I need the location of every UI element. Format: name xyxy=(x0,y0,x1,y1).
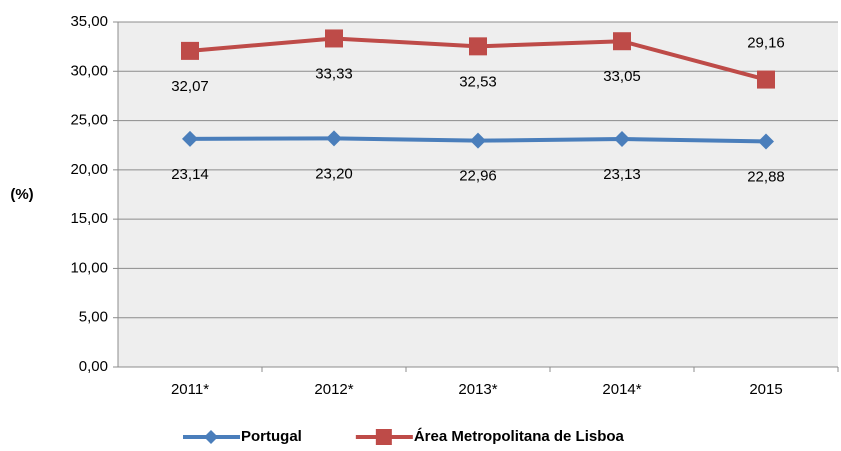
y-tick-label: 5,00 xyxy=(79,309,108,326)
data-label: 22,96 xyxy=(459,168,497,185)
data-label: 23,13 xyxy=(603,166,641,183)
x-tick-label: 2011* xyxy=(171,381,209,398)
data-point xyxy=(470,132,486,149)
y-tick-label: 35,00 xyxy=(70,13,108,30)
data-point xyxy=(181,41,199,60)
data-label: 22,88 xyxy=(747,168,785,185)
legend-marker xyxy=(204,430,218,444)
data-point xyxy=(613,32,631,51)
legend-marker xyxy=(375,429,392,445)
data-point xyxy=(614,131,630,148)
y-tick-label: 30,00 xyxy=(70,62,108,79)
x-tick-label: 2014* xyxy=(602,381,641,398)
data-label: 23,20 xyxy=(315,165,353,182)
data-label: 32,53 xyxy=(459,73,497,90)
y-tick-label: 25,00 xyxy=(70,112,108,129)
data-label: 29,16 xyxy=(747,35,785,52)
data-point xyxy=(182,130,198,147)
data-point xyxy=(326,130,342,147)
y-tick-label: 0,00 xyxy=(79,358,108,375)
x-tick-label: 2012* xyxy=(314,381,353,398)
plot-area xyxy=(118,22,838,367)
data-label: 33,33 xyxy=(315,65,353,82)
data-label: 33,05 xyxy=(603,68,641,85)
data-point xyxy=(758,133,774,150)
data-point xyxy=(757,70,775,89)
y-tick-label: 20,00 xyxy=(70,161,108,178)
y-axis-label: (%) xyxy=(10,186,33,203)
legend-label: Portugal xyxy=(241,428,302,445)
x-tick-label: 2013* xyxy=(458,381,497,398)
legend-label: Área Metropolitana de Lisboa xyxy=(414,428,625,445)
data-point xyxy=(469,37,487,56)
data-label: 32,07 xyxy=(171,78,209,95)
data-point xyxy=(325,29,343,48)
x-tick-label: 2015 xyxy=(749,381,782,398)
y-tick-label: 10,00 xyxy=(70,259,108,276)
data-label: 23,14 xyxy=(171,166,209,183)
y-tick-label: 15,00 xyxy=(70,210,108,227)
